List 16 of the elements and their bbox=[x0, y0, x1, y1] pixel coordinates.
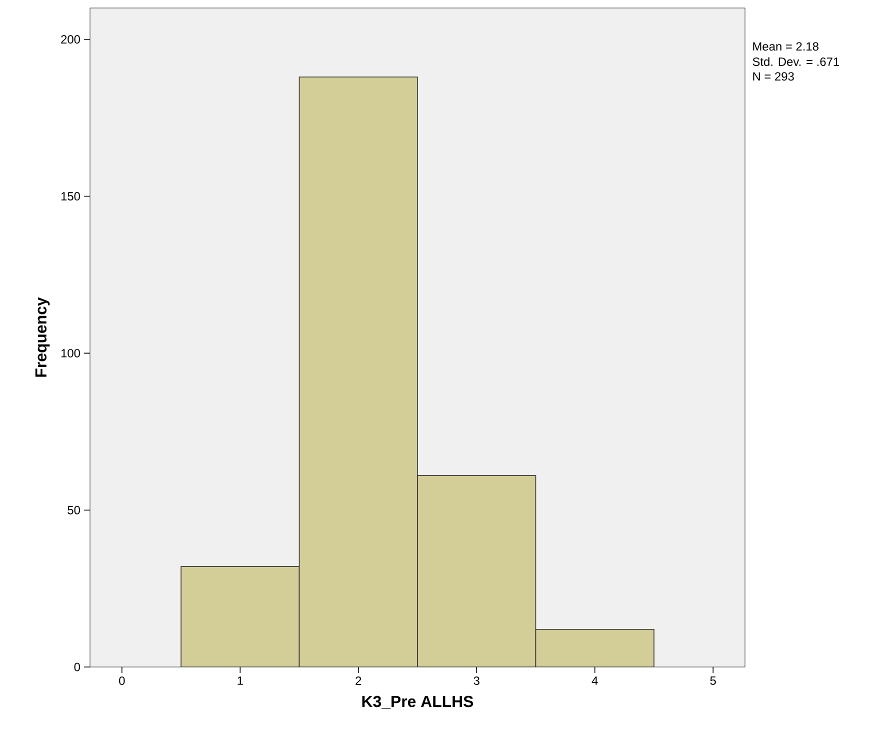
x-axis-title: K3_Pre ALLHS bbox=[362, 696, 474, 709]
x-tick-label: 3 bbox=[474, 676, 480, 685]
y-tick-label: 150 bbox=[61, 192, 80, 201]
x-tick-label: 2 bbox=[356, 676, 362, 685]
text: Mean = 2.18 bbox=[753, 42, 818, 51]
y-axis-title: Frequency bbox=[35, 297, 50, 377]
y-tick-label: 50 bbox=[68, 506, 80, 514]
x-tick-label: 1 bbox=[238, 676, 243, 685]
text: Std. Dev. = .671 bbox=[752, 57, 840, 66]
x-tick-label: 5 bbox=[710, 676, 716, 685]
y-tick-label: 200 bbox=[61, 35, 80, 44]
x-tick-label: 4 bbox=[592, 676, 598, 685]
y-tick-label: 100 bbox=[61, 348, 80, 358]
y-tick-label: 0 bbox=[74, 662, 80, 672]
x-tick-label: 0 bbox=[119, 676, 125, 685]
text: N = 293 bbox=[753, 72, 794, 81]
